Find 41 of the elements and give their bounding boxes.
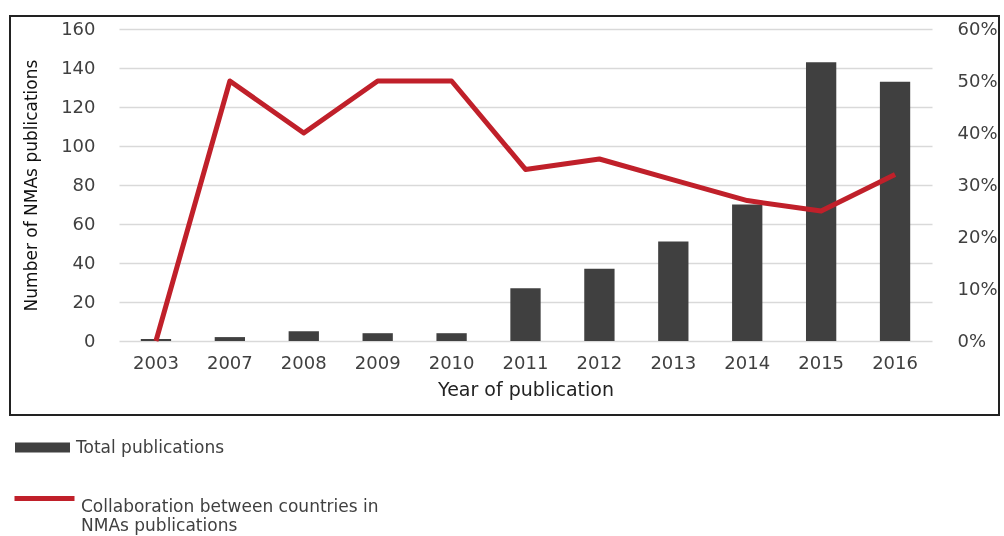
y-tick-label: 140 <box>61 56 96 78</box>
bar <box>214 337 246 341</box>
x-tick-label: 2003 <box>133 351 179 373</box>
bar <box>658 241 689 341</box>
legend-label: Total publications <box>75 436 225 457</box>
x-tick-label: 2008 <box>280 351 327 373</box>
x-tick-label: 2011 <box>502 351 549 373</box>
y2-tick-label: 10% <box>957 277 998 299</box>
y-tick-label: 120 <box>61 95 96 117</box>
bar <box>288 331 319 341</box>
y-tick-label: 20 <box>72 290 96 312</box>
bar <box>732 204 763 341</box>
bar <box>584 268 615 341</box>
legend-label: Collaboration between countries in NMAs publications <box>81 495 379 535</box>
x-tick-label: 2010 <box>428 351 475 373</box>
y-tick-label: 80 <box>72 173 96 195</box>
x-tick-label: 2009 <box>354 351 401 373</box>
y2-tick-label: 50% <box>957 69 998 91</box>
y-tick-label: 0 <box>84 329 96 351</box>
y-axis-title: Number of NMAs publications <box>21 59 42 312</box>
y-tick-label: 160 <box>61 17 96 39</box>
bar <box>436 333 467 341</box>
x-tick-label: 2016 <box>872 351 918 373</box>
y2-tick-label: 20% <box>957 225 998 247</box>
y2-tick-label: 60% <box>957 17 998 39</box>
x-tick-label: 2015 <box>798 351 845 373</box>
y2-tick-label: 40% <box>957 121 998 143</box>
x-tick-label: 2014 <box>724 351 771 373</box>
y2-tick-label: 30% <box>957 173 998 195</box>
x-tick-label: 2007 <box>206 351 253 373</box>
y-tick-label: 40 <box>72 251 96 273</box>
x-tick-label: 2013 <box>650 351 697 373</box>
y-tick-label: 60 <box>72 212 96 234</box>
bar <box>362 333 393 341</box>
bar <box>510 288 541 341</box>
x-tick-label: 2012 <box>576 351 623 373</box>
x-axis-title: Year of publication <box>437 377 614 400</box>
y2-tick-label: 0% <box>957 329 987 351</box>
bar <box>805 62 837 341</box>
y-tick-label: 100 <box>61 134 96 156</box>
bar <box>879 81 911 341</box>
